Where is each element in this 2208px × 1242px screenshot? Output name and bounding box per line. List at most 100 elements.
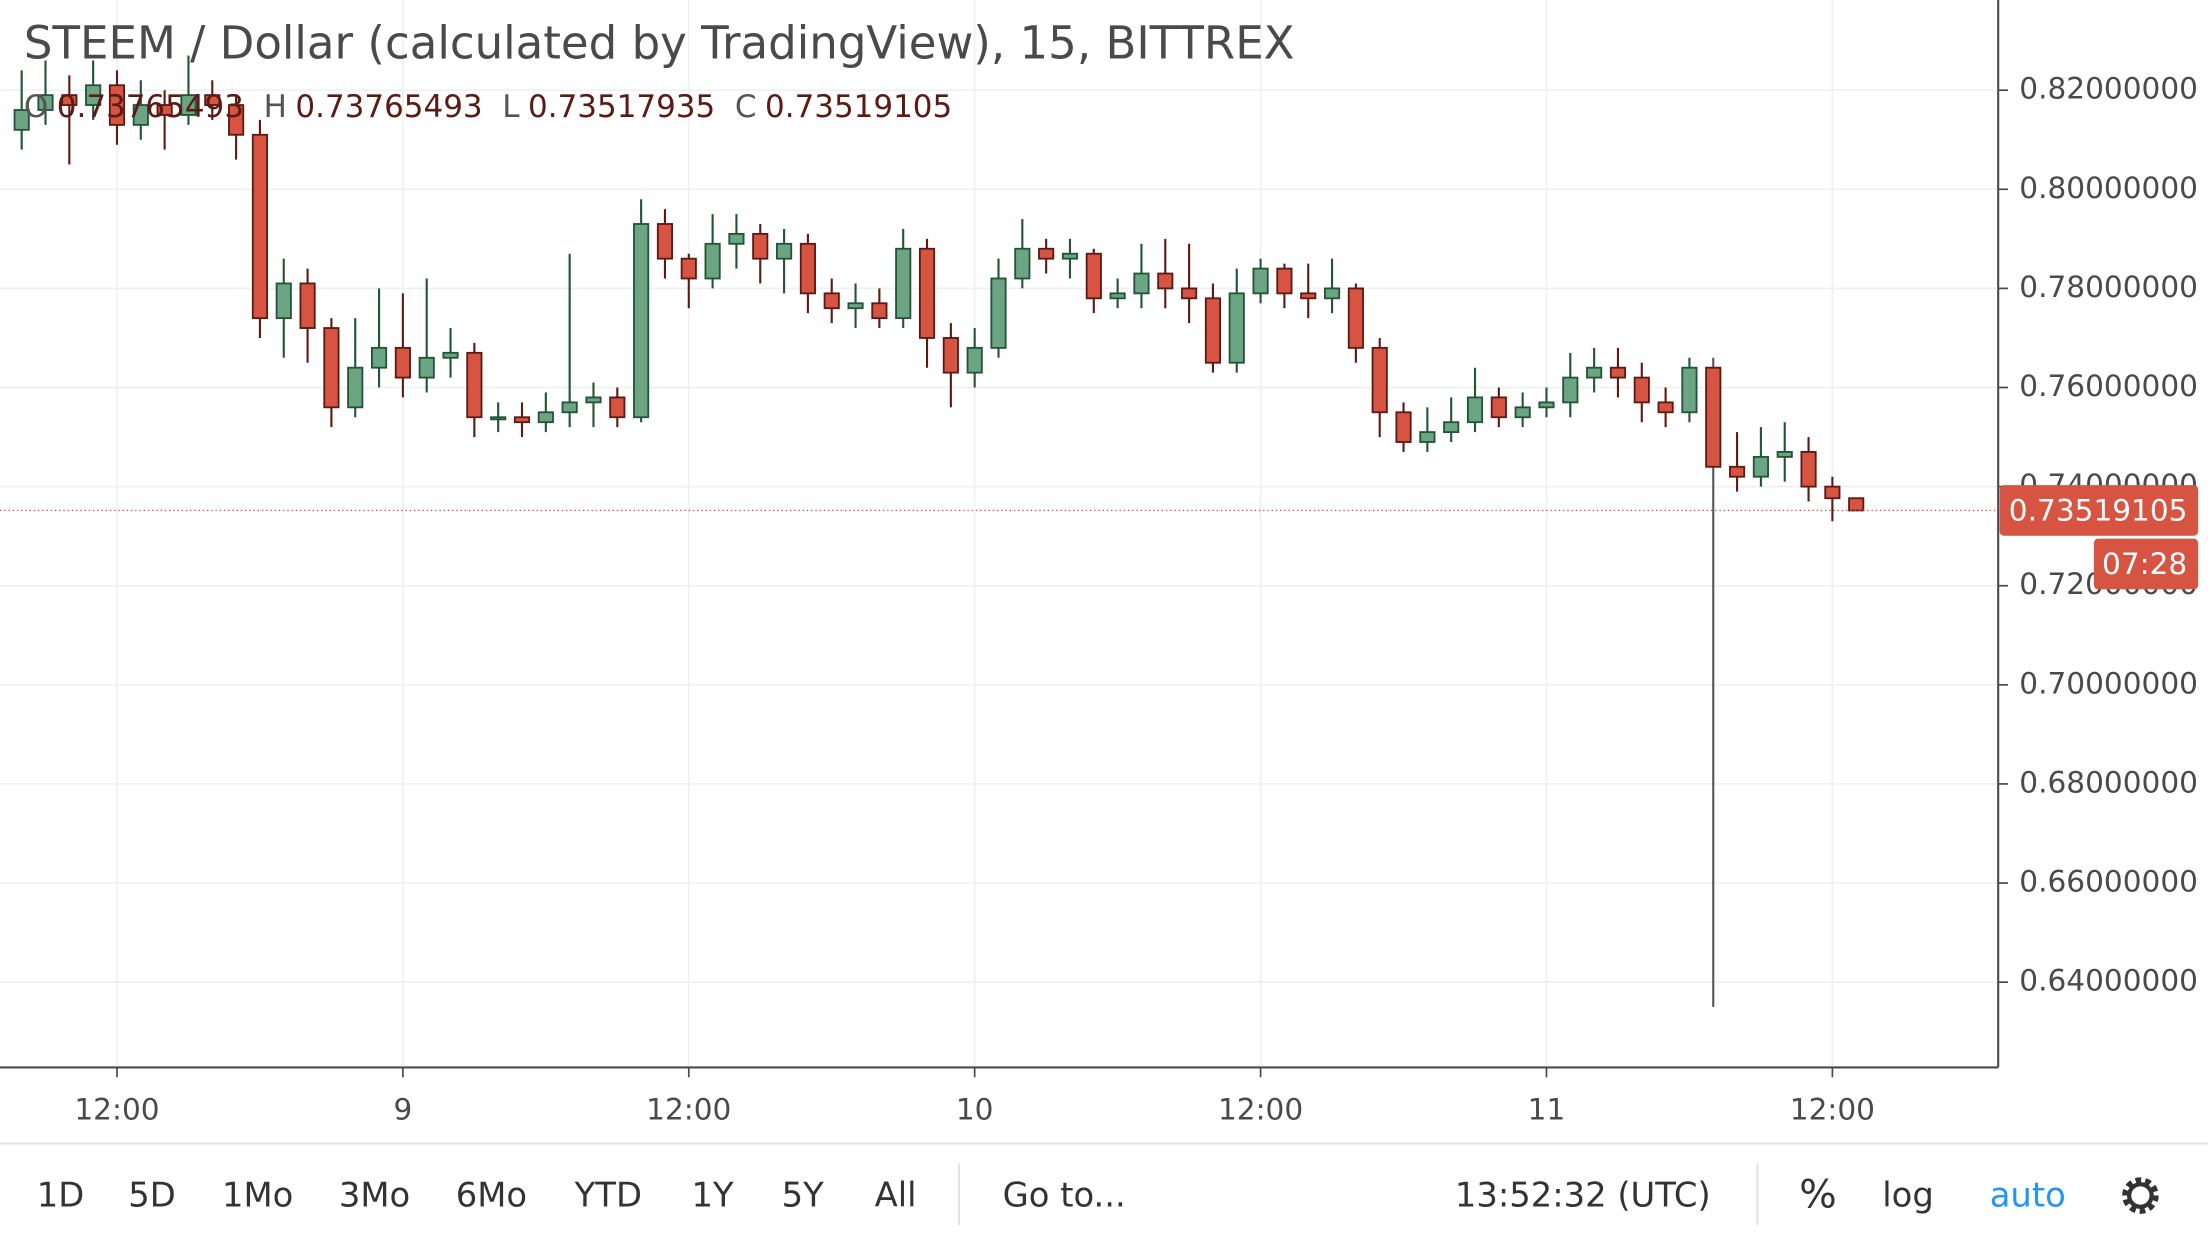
candles	[13, 55, 1865, 1007]
y-tick-label: 0.80000000	[2019, 171, 2198, 205]
goto-button[interactable]: Go to...	[1003, 1175, 1126, 1214]
ohlc-key: H	[264, 89, 287, 125]
candle-body	[537, 411, 554, 424]
candle-body	[1181, 287, 1198, 300]
range-button[interactable]: YTD	[574, 1175, 642, 1214]
candle-body	[609, 396, 626, 419]
x-tick-label: 12:00	[1790, 1093, 1875, 1127]
candle-body	[990, 277, 1007, 349]
candle-body	[1085, 252, 1102, 300]
candle-body	[251, 133, 268, 320]
clock[interactable]: 13:52:32 (UTC)	[1455, 1175, 1711, 1214]
candle-body	[1800, 451, 1817, 488]
settings-icon[interactable]	[2122, 1177, 2159, 1214]
candle-body	[1038, 247, 1055, 260]
candle-body	[1824, 485, 1841, 500]
y-tick-label: 0.78000000	[2019, 270, 2198, 304]
candle-body	[347, 366, 364, 409]
candle-body	[299, 282, 316, 329]
candle-body	[942, 337, 959, 374]
toolbar: 1D 5D 1Mo 3Mo 6Mo YTD 1Y 5Y All Go to... 13:52:32 …	[37, 1171, 2066, 1217]
candle-body	[370, 346, 388, 369]
range-button[interactable]: All	[875, 1175, 917, 1214]
gear-ring	[2127, 1182, 2154, 1209]
y-tick-label: 0.70000000	[2019, 666, 2198, 700]
candle-body	[1705, 366, 1722, 468]
candle-body	[966, 346, 983, 374]
candle-body	[1538, 401, 1555, 409]
range-button[interactable]: 1D	[37, 1175, 85, 1214]
candle-body	[1109, 292, 1126, 300]
ohlc-key: L	[502, 89, 520, 125]
candle-body	[1490, 396, 1507, 419]
range-button[interactable]: 5D	[128, 1175, 176, 1214]
x-tick-label: 12:00	[1218, 1093, 1303, 1127]
ohlc-key: O	[24, 89, 48, 125]
auto-toggle[interactable]: auto	[1990, 1175, 2066, 1214]
candle-body	[1347, 287, 1364, 349]
candle-body	[466, 351, 483, 419]
candle-body	[61, 94, 78, 106]
candle-body	[1228, 292, 1245, 364]
chart-title: STEEM / Dollar (calculated by TradingVie…	[24, 16, 1295, 69]
candle-body	[394, 346, 411, 379]
candle-body	[132, 104, 149, 126]
ohlc-value: 0.73765493	[295, 89, 482, 125]
last-price-tag	[1999, 485, 2199, 536]
candle-body	[1252, 267, 1269, 295]
candle-body	[1300, 292, 1317, 300]
range-button[interactable]: 1Mo	[222, 1175, 293, 1214]
y-tick-label: 0.64000000	[2019, 964, 2198, 998]
candle-body	[1395, 411, 1412, 443]
candle-body	[13, 109, 30, 131]
candle-body	[799, 242, 816, 295]
candle-body	[1419, 431, 1436, 443]
ohlc-value: 0.73765493	[57, 89, 244, 125]
candle-body	[847, 302, 864, 310]
gear-teeth	[2122, 1177, 2159, 1214]
candle-body	[1609, 366, 1627, 379]
candle-body	[228, 104, 245, 136]
range-button[interactable]: 5Y	[782, 1175, 824, 1214]
candle-body	[1681, 366, 1698, 414]
range-button[interactable]: 6Mo	[456, 1175, 527, 1214]
candle-body	[728, 232, 745, 245]
ohlc-value: 0.73517935	[528, 89, 715, 125]
candle-body	[156, 104, 173, 116]
y-tick-label: 0.68000000	[2019, 765, 2198, 799]
candle-body	[442, 351, 459, 359]
candle-body	[37, 94, 54, 111]
range-button[interactable]: 1Y	[691, 1175, 733, 1214]
candle-body	[1133, 272, 1150, 295]
countdown-label: 07:28	[2102, 547, 2187, 581]
y-tick-label: 0.82000000	[2019, 72, 2198, 106]
candle-body	[1276, 267, 1293, 295]
candle-body	[561, 401, 578, 414]
candle-body	[1323, 287, 1341, 300]
grid	[0, 0, 1997, 1068]
candle-body	[1443, 421, 1460, 434]
log-toggle[interactable]: log	[1882, 1175, 1934, 1214]
candle-body	[1157, 272, 1174, 290]
candle-body	[680, 257, 697, 280]
candle-body	[1657, 401, 1674, 414]
candle-body	[1371, 346, 1388, 414]
candle-body	[752, 232, 769, 260]
candle-body	[108, 84, 126, 126]
candle-body	[1752, 455, 1769, 478]
percent-toggle[interactable]: %	[1799, 1171, 1836, 1217]
ohlc-key: C	[735, 89, 757, 125]
candle-body	[1204, 297, 1221, 364]
header: STEEM / Dollar (calculated by TradingVie…	[24, 16, 1295, 124]
range-button[interactable]: 3Mo	[339, 1175, 410, 1214]
candle-body	[513, 416, 531, 424]
candle-body	[585, 396, 602, 404]
candle-body	[490, 416, 507, 421]
x-tick-label: 12:00	[74, 1093, 159, 1127]
candle-body	[704, 242, 721, 280]
countdown-tag	[2093, 538, 2199, 590]
candle-body	[180, 94, 197, 116]
candle-body	[1776, 451, 1793, 458]
